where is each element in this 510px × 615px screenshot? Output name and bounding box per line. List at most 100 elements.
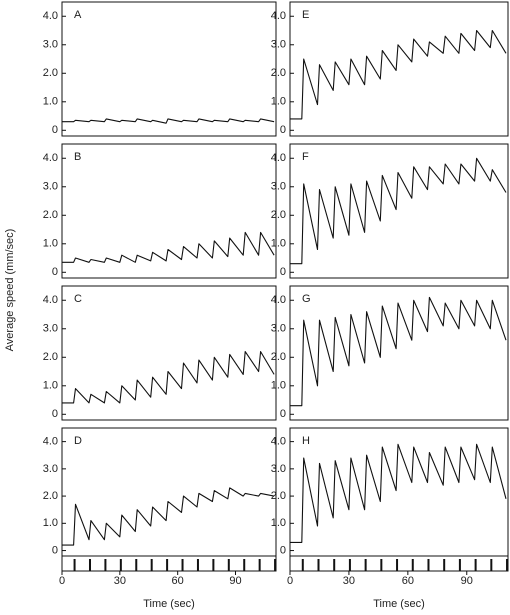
y-tick-label: 2.0: [271, 490, 286, 502]
trace: [62, 351, 275, 404]
stimulus-pulse: [364, 559, 367, 571]
stimulus-pulse: [274, 559, 277, 571]
y-axis-label: Average speed (mm/sec): [4, 229, 16, 352]
y-tick-label: 0: [280, 544, 286, 556]
stimulus-pulse: [181, 559, 184, 571]
stimulus-pulse: [258, 559, 261, 571]
y-tick-label: 1.0: [271, 238, 286, 250]
y-tick-label: 3.0: [43, 463, 58, 475]
y-tick-label: 3.0: [271, 39, 286, 51]
x-tick-label: 60: [402, 575, 414, 587]
stimulus-pulse: [73, 559, 76, 571]
panel-frame: [61, 285, 277, 421]
stimulus-pulse: [506, 559, 509, 571]
stimulus-pulse: [333, 559, 336, 571]
stimulus-pulse: [135, 559, 138, 571]
y-tick-label: 1.0: [43, 380, 58, 392]
panel-label: A: [74, 9, 82, 21]
y-tick-label: 3.0: [271, 181, 286, 193]
stimulus-pulse: [88, 559, 91, 571]
panel-label: H: [302, 435, 310, 447]
stimulus-pulse: [443, 559, 446, 571]
y-tick-label: 4.0: [43, 436, 58, 448]
trace: [290, 29, 507, 120]
y-tick-label: 4.0: [43, 10, 58, 22]
x-tick-label: 0: [59, 575, 65, 587]
y-tick-label: 2.0: [43, 490, 58, 502]
stimulus-pulse: [104, 559, 107, 571]
y-tick-label: 1.0: [43, 96, 58, 108]
y-tick-label: 0: [280, 408, 286, 420]
x-tick-label: 90: [229, 575, 241, 587]
stimulus-pulse: [119, 559, 122, 571]
y-tick-label: 4.0: [271, 436, 286, 448]
stimulus-pulse: [150, 559, 153, 571]
panel-label: E: [302, 9, 309, 21]
y-tick-label: 4.0: [271, 152, 286, 164]
panel-frame: [289, 285, 509, 421]
x-tick-label: 30: [114, 575, 126, 587]
y-tick-label: 3.0: [43, 181, 58, 193]
stimulus-pulse: [458, 559, 461, 571]
y-tick-label: 2.0: [43, 209, 58, 221]
stimulus-pulse: [411, 559, 414, 571]
panel-frame: [61, 143, 277, 279]
stimulus-pulse: [301, 559, 304, 571]
y-tick-label: 2.0: [43, 351, 58, 363]
panel-frame: [289, 143, 509, 279]
stimulus-pulse: [212, 559, 215, 571]
y-tick-label: 0: [280, 124, 286, 136]
stimulus-pulse: [396, 559, 399, 571]
x-tick-label: 0: [287, 575, 293, 587]
y-tick-label: 0: [52, 408, 58, 420]
stimulus-pulse: [317, 559, 320, 571]
x-tick-label: 30: [343, 575, 355, 587]
panel-frame: [61, 1, 277, 137]
x-axis-label: Time (sec): [373, 598, 425, 610]
stimulus-pulse: [166, 559, 169, 571]
panel-label: G: [302, 293, 311, 305]
stimulus-pulse: [348, 559, 351, 571]
panel-label: C: [74, 293, 82, 305]
y-tick-label: 1.0: [43, 517, 58, 529]
y-tick-label: 3.0: [271, 323, 286, 335]
y-tick-label: 3.0: [271, 463, 286, 475]
stimulus-pulse: [380, 559, 383, 571]
stimulus-pulse: [196, 559, 199, 571]
y-tick-label: 4.0: [271, 10, 286, 22]
y-tick-label: 4.0: [43, 152, 58, 164]
stimulus-pulse: [427, 559, 430, 571]
trace: [62, 231, 275, 263]
panel-frame: [61, 427, 277, 557]
trace: [62, 118, 275, 124]
stimulus-pulse: [227, 559, 230, 571]
stimulus-pulse: [474, 559, 477, 571]
x-axis-label: Time (sec): [143, 598, 195, 610]
y-tick-label: 0: [280, 266, 286, 278]
y-tick-label: 1.0: [271, 96, 286, 108]
y-tick-label: 1.0: [43, 238, 58, 250]
stimulus-pulse: [243, 559, 246, 571]
stimulus-pulse: [490, 559, 493, 571]
trace: [62, 487, 275, 546]
x-tick-label: 90: [461, 575, 473, 587]
y-tick-label: 3.0: [43, 323, 58, 335]
y-tick-label: 1.0: [271, 517, 286, 529]
trace: [290, 157, 507, 265]
y-tick-label: 1.0: [271, 380, 286, 392]
y-tick-label: 2.0: [271, 351, 286, 363]
panel-label: B: [74, 151, 81, 163]
trace: [290, 296, 507, 407]
y-tick-label: 4.0: [271, 294, 286, 306]
trace: [290, 443, 507, 543]
panel-label: D: [74, 435, 82, 447]
y-tick-label: 0: [52, 266, 58, 278]
panel-frame: [289, 1, 509, 137]
y-tick-label: 0: [52, 124, 58, 136]
y-tick-label: 2.0: [271, 67, 286, 79]
y-tick-label: 2.0: [43, 67, 58, 79]
y-tick-label: 3.0: [43, 39, 58, 51]
y-tick-label: 4.0: [43, 294, 58, 306]
x-tick-label: 60: [172, 575, 184, 587]
